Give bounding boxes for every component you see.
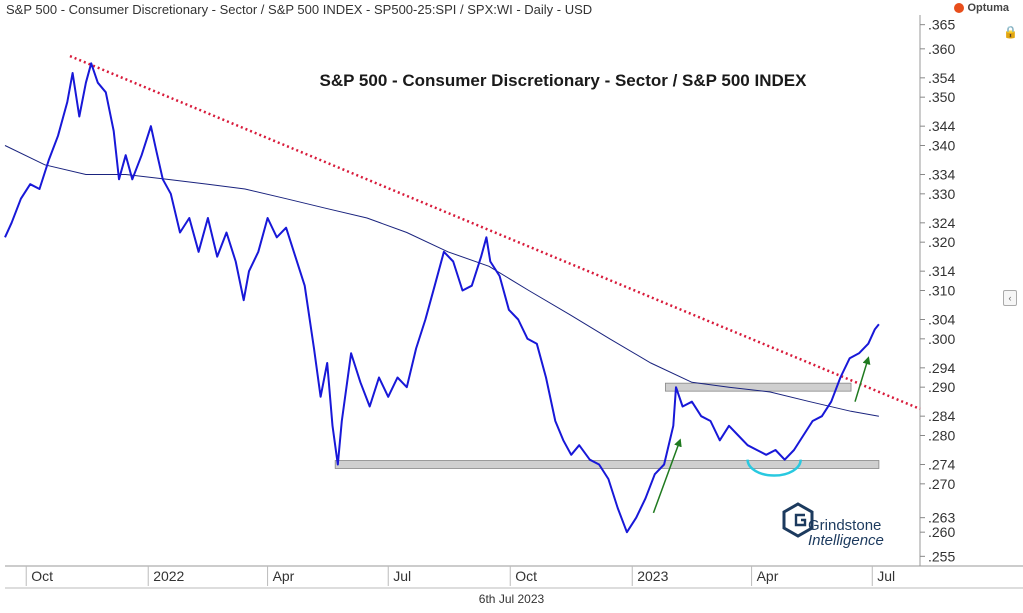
x-tick-label: Oct (515, 568, 537, 584)
optuma-icon (954, 3, 965, 13)
grindstone-logo: Grindstone Intelligence (782, 502, 884, 549)
green-arrow-1 (854, 356, 871, 402)
price-series (4, 62, 880, 534)
trendline (69, 54, 921, 411)
chart-header: S&P 500 - Consumer Discretionary - Secto… (6, 2, 593, 17)
moving-average (4, 145, 879, 417)
zone-1 (664, 382, 852, 392)
moving-average-line (4, 145, 879, 417)
x-tick-label: 2023 (637, 568, 668, 584)
y-tick-label: .354 (928, 70, 955, 86)
y-tick-label: .263 (928, 510, 955, 526)
y-tick-label: .284 (928, 408, 955, 424)
x-tick-label: Apr (757, 568, 779, 584)
x-axis: Oct 2022 Apr Jul Oct 2023 Apr Jul (25, 566, 895, 586)
cup-arc (746, 459, 802, 477)
brand-label: Optuma (954, 2, 1009, 14)
expand-icon[interactable]: ‹ (1003, 290, 1017, 306)
y-tick-label: .280 (928, 428, 955, 444)
trendline-line (69, 54, 921, 411)
date-footer: 6th Jul 2023 (478, 592, 545, 606)
y-tick-label: .365 (928, 17, 955, 33)
logo-line1: Grindstone (808, 517, 881, 534)
x-tick-label: Jul (877, 568, 895, 584)
y-tick-label: .314 (928, 263, 955, 279)
y-tick-label: .274 (928, 457, 955, 473)
y-tick-label: .255 (928, 548, 955, 564)
price-line (4, 62, 880, 534)
lock-icon[interactable]: 🔒 (1003, 25, 1018, 39)
y-tick-label: .360 (928, 41, 955, 57)
chart-title: S&P 500 - Consumer Discretionary - Secto… (320, 71, 808, 90)
y-tick-label: .350 (928, 89, 955, 105)
y-tick-label: .270 (928, 476, 955, 492)
y-tick-label: .324 (928, 215, 955, 231)
x-tick-label: Apr (273, 568, 295, 584)
brand-text: Optuma (967, 2, 1009, 14)
y-tick-label: .290 (928, 379, 955, 395)
x-tick-label: Oct (31, 568, 53, 584)
y-tick-label: .304 (928, 312, 955, 328)
zone-0 (334, 460, 880, 469)
y-tick-label: .300 (928, 331, 955, 347)
y-tick-label: .334 (928, 167, 955, 183)
y-tick-label: .340 (928, 138, 955, 154)
x-tick-label: Jul (393, 568, 411, 584)
grindstone-icon-g (794, 513, 807, 527)
support-zones (334, 382, 880, 469)
y-tick-label: .260 (928, 524, 955, 540)
grindstone-icon (782, 502, 814, 538)
green-arrow-0 (652, 438, 682, 514)
y-tick-label: .330 (928, 186, 955, 202)
annotations (652, 356, 871, 514)
y-tick-label: .344 (928, 118, 955, 134)
y-tick-label: .310 (928, 283, 955, 299)
y-tick-label: .294 (928, 360, 955, 376)
y-tick-label: .320 (928, 234, 955, 250)
y-axis: .255 .260.263 .270 .274 .280 .284 .290 .294 .300… (920, 17, 955, 564)
x-tick-label: 2022 (153, 568, 184, 584)
logo-line2: Intelligence (808, 532, 884, 549)
